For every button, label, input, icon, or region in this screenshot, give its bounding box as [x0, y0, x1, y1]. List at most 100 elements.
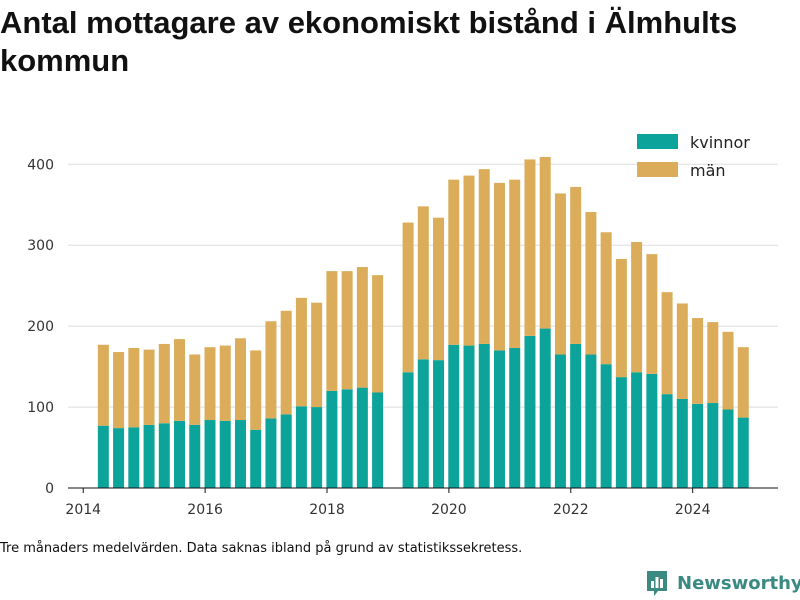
- bar-man: [417, 206, 429, 360]
- legend-swatch-man: [637, 162, 678, 177]
- bar-man: [646, 254, 658, 374]
- bar-kvinnor: [158, 423, 170, 488]
- x-tick-label: 2014: [65, 502, 101, 518]
- bar-kvinnor: [539, 328, 551, 488]
- bar-kvinnor: [295, 406, 307, 488]
- bar-kvinnor: [646, 373, 658, 488]
- bar-man: [174, 339, 186, 421]
- x-tick-label: 2020: [431, 502, 467, 518]
- legend-label-man: män: [690, 161, 726, 180]
- bar-man: [539, 156, 551, 329]
- x-tick-label: 2022: [553, 502, 589, 518]
- bar-man: [128, 347, 140, 428]
- bar-kvinnor: [189, 424, 201, 488]
- brand-name: Newsworthy: [677, 572, 800, 594]
- bar-kvinnor: [570, 343, 582, 488]
- bar-man: [433, 217, 445, 361]
- bar-kvinnor: [174, 420, 186, 488]
- bar-man: [143, 349, 155, 425]
- bar-man: [661, 292, 673, 395]
- bar-man: [707, 322, 719, 404]
- bar-man: [570, 186, 582, 344]
- bar-man: [113, 352, 125, 429]
- bar-man: [463, 175, 475, 346]
- bar-kvinnor: [600, 364, 612, 488]
- bar-kvinnor: [524, 335, 536, 488]
- bar-kvinnor: [326, 390, 338, 488]
- bar-man: [478, 169, 490, 344]
- legend-swatch-kvinnor: [637, 134, 678, 149]
- bar-man: [295, 297, 307, 407]
- y-tick-label: 400: [27, 157, 54, 173]
- y-tick-labels: 0 100 200 300 400: [27, 157, 54, 497]
- bar-man: [326, 271, 338, 391]
- bar-man: [737, 347, 749, 418]
- x-tick-label: 2016: [187, 502, 223, 518]
- bar-kvinnor: [661, 394, 673, 488]
- bar-man: [204, 347, 216, 421]
- bar-kvinnor: [493, 350, 505, 488]
- bar-man: [585, 212, 597, 355]
- bar-kvinnor: [311, 407, 323, 488]
- bar-man: [615, 258, 627, 378]
- legend-label-kvinnor: kvinnor: [690, 133, 750, 152]
- bar-kvinnor: [219, 420, 231, 488]
- bar-man: [676, 303, 688, 399]
- bar-kvinnor: [234, 420, 246, 488]
- brand-logo: Newsworthy: [645, 568, 800, 598]
- stacked-bar-chart: 0 100 200 300 400 2014 2016 2018 2020 2022 2024 k…: [27, 133, 778, 518]
- bar-kvinnor: [478, 343, 490, 488]
- bar-man: [219, 345, 231, 421]
- bars: [97, 156, 749, 488]
- bar-kvinnor: [509, 347, 521, 488]
- bar-man: [97, 344, 109, 426]
- bar-man: [493, 182, 505, 351]
- y-tick-label: 200: [27, 319, 54, 335]
- bar-man: [509, 179, 521, 348]
- bar-man: [631, 241, 643, 373]
- bar-man: [265, 321, 277, 419]
- bar-kvinnor: [204, 420, 216, 488]
- bar-man: [448, 179, 460, 345]
- y-tick-label: 0: [45, 481, 54, 497]
- chart-title: Antal mottagare av ekonomiskt bistånd i …: [0, 5, 738, 78]
- bar-kvinnor: [676, 398, 688, 488]
- bar-man: [311, 302, 323, 408]
- legend: kvinnor män: [637, 133, 750, 180]
- bar-man: [692, 318, 704, 404]
- bar-kvinnor: [113, 428, 125, 488]
- bar-kvinnor: [128, 427, 140, 488]
- bar-kvinnor: [463, 345, 475, 488]
- bar-kvinnor: [585, 354, 597, 488]
- bar-man: [189, 354, 201, 425]
- bar-man: [524, 159, 536, 336]
- bar-kvinnor: [448, 344, 460, 488]
- bar-man: [250, 350, 262, 430]
- x-tick-label: 2018: [309, 502, 345, 518]
- bar-man: [600, 232, 612, 365]
- bar-kvinnor: [722, 409, 734, 488]
- bar-man: [341, 271, 353, 390]
- bar-kvinnor: [554, 354, 566, 488]
- bar-kvinnor: [265, 418, 277, 488]
- y-tick-label: 300: [27, 238, 54, 254]
- bar-kvinnor: [707, 403, 719, 488]
- bar-kvinnor: [692, 403, 704, 488]
- bar-kvinnor: [372, 392, 384, 488]
- bar-kvinnor: [631, 372, 643, 488]
- y-tick-label: 100: [27, 400, 54, 416]
- bar-kvinnor: [143, 424, 155, 488]
- bar-man: [234, 338, 246, 421]
- bar-man: [356, 267, 368, 388]
- bar-kvinnor: [356, 387, 368, 488]
- x-tick-labels: 2014 2016 2018 2020 2022 2024: [65, 488, 711, 518]
- bar-kvinnor: [250, 429, 262, 488]
- bar-kvinnor: [417, 359, 429, 488]
- bar-man: [158, 343, 170, 424]
- bar-man: [722, 331, 734, 410]
- bar-man: [372, 275, 384, 393]
- x-tick-label: 2024: [675, 502, 711, 518]
- bar-man: [402, 222, 414, 373]
- bar-kvinnor: [433, 360, 445, 488]
- bar-man: [554, 193, 566, 355]
